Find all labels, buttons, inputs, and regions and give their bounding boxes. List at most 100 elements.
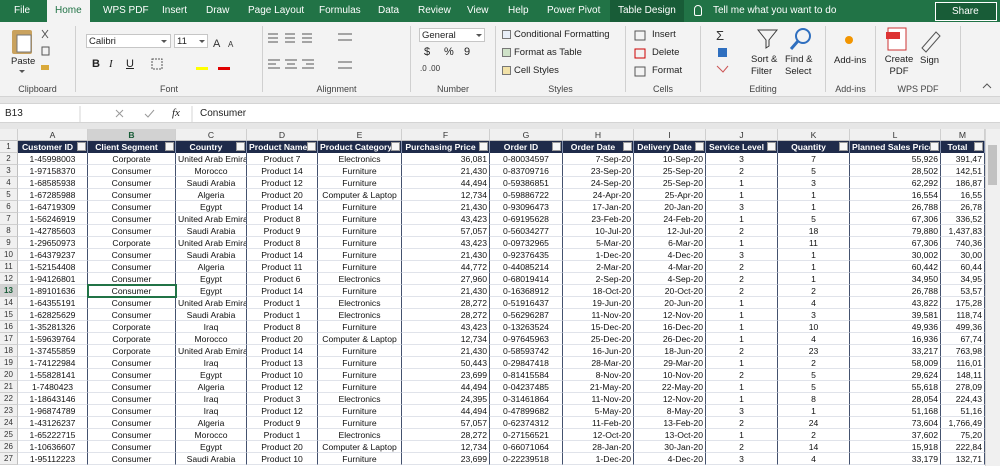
- table-cell[interactable]: Product 9: [247, 417, 318, 429]
- table-cell[interactable]: 16,936: [850, 333, 941, 345]
- table-cell[interactable]: 0-16368912: [490, 285, 563, 297]
- table-cell[interactable]: 16,55: [941, 189, 985, 201]
- create-pdf[interactable]: Create PDF: [884, 54, 914, 77]
- table-cell[interactable]: Corporate: [88, 153, 176, 165]
- table-cell[interactable]: 1: [706, 237, 778, 249]
- table-cell[interactable]: 0-83709716: [490, 165, 563, 177]
- styles-button[interactable]: Conditional Formatting: [514, 29, 610, 40]
- table-cell[interactable]: 3: [706, 453, 778, 465]
- table-cell[interactable]: 1-56246919: [18, 213, 88, 225]
- table-cell[interactable]: 148,11: [941, 369, 985, 381]
- table-cell[interactable]: Product 3: [247, 393, 318, 405]
- table-cell[interactable]: 1-7480423: [18, 381, 88, 393]
- table-cell[interactable]: 5: [778, 165, 850, 177]
- table-cell[interactable]: 1-89101636: [18, 285, 88, 297]
- table-cell[interactable]: 1: [706, 381, 778, 393]
- table-cell[interactable]: 4-Mar-20: [634, 261, 706, 273]
- table-cell[interactable]: 12-Oct-20: [563, 429, 634, 441]
- table-cell[interactable]: 1: [706, 333, 778, 345]
- table-cell[interactable]: 55,618: [850, 381, 941, 393]
- table-cell[interactable]: 0-09732965: [490, 237, 563, 249]
- table-cell[interactable]: 0-51916437: [490, 297, 563, 309]
- table-cell[interactable]: Furniture: [318, 381, 402, 393]
- table-cell[interactable]: Consumer: [88, 393, 176, 405]
- table-cell[interactable]: Corporate: [88, 345, 176, 357]
- cells-button[interactable]: Insert: [652, 29, 676, 40]
- filter-button[interactable]: [767, 142, 776, 151]
- filter-button[interactable]: [930, 142, 939, 151]
- table-cell[interactable]: 24,395: [402, 393, 490, 405]
- table-cell[interactable]: 16,554: [850, 189, 941, 201]
- cells-button[interactable]: Format: [652, 65, 683, 76]
- table-cell[interactable]: 62,292: [850, 177, 941, 189]
- table-cell[interactable]: Algeria: [176, 189, 247, 201]
- table-cell[interactable]: Electronics: [318, 153, 402, 165]
- table-cell[interactable]: Furniture: [318, 249, 402, 261]
- table-cell[interactable]: 23,699: [402, 369, 490, 381]
- table-cell[interactable]: 19-Jun-20: [563, 297, 634, 309]
- table-cell[interactable]: Product 8: [247, 213, 318, 225]
- table-cell[interactable]: Morocco: [176, 333, 247, 345]
- table-cell[interactable]: Product 14: [247, 345, 318, 357]
- ribbon-tab[interactable]: Power Pivot: [547, 5, 601, 16]
- table-cell[interactable]: 14: [778, 441, 850, 453]
- table-cell[interactable]: 43,822: [850, 297, 941, 309]
- table-cell[interactable]: 7-Sep-20: [563, 153, 634, 165]
- ribbon-tab[interactable]: Table Design: [610, 0, 684, 22]
- table-cell[interactable]: Morocco: [176, 429, 247, 441]
- table-cell[interactable]: 21,430: [402, 201, 490, 213]
- styles-button[interactable]: Cell Styles: [514, 65, 559, 76]
- table-cell[interactable]: 0-97645963: [490, 333, 563, 345]
- table-cell[interactable]: Furniture: [318, 417, 402, 429]
- table-cell[interactable]: 1-35281326: [18, 321, 88, 333]
- table-cell[interactable]: 5-May-20: [563, 405, 634, 417]
- table-cell[interactable]: 12-Jul-20: [634, 225, 706, 237]
- table-cell[interactable]: 499,36: [941, 321, 985, 333]
- table-cell[interactable]: 21,430: [402, 345, 490, 357]
- font-style-button[interactable]: I: [109, 58, 113, 70]
- table-cell[interactable]: 1-Dec-20: [563, 453, 634, 465]
- cells-button[interactable]: Delete: [652, 47, 680, 58]
- table-cell[interactable]: Consumer: [88, 453, 176, 465]
- table-cell[interactable]: 0-04237485: [490, 381, 563, 393]
- table-cell[interactable]: Furniture: [318, 285, 402, 297]
- table-cell[interactable]: 0-59386851: [490, 177, 563, 189]
- table-cell[interactable]: 0-22239518: [490, 453, 563, 465]
- styles-button[interactable]: Format as Table: [514, 47, 582, 58]
- table-cell[interactable]: Consumer: [88, 309, 176, 321]
- table-cell[interactable]: 23,699: [402, 453, 490, 465]
- table-cell[interactable]: 1-68585938: [18, 177, 88, 189]
- table-cell[interactable]: 43,423: [402, 321, 490, 333]
- table-cell[interactable]: 1-43126237: [18, 417, 88, 429]
- table-cell[interactable]: United Arab Emirates: [176, 153, 247, 165]
- table-cell[interactable]: 1-52154408: [18, 261, 88, 273]
- table-cell[interactable]: 33,179: [850, 453, 941, 465]
- table-cell[interactable]: 2: [706, 417, 778, 429]
- table-cell[interactable]: Product 8: [247, 237, 318, 249]
- table-cell[interactable]: 13-Feb-20: [634, 417, 706, 429]
- table-cell[interactable]: United Arab Emirates: [176, 345, 247, 357]
- table-cell[interactable]: 73,604: [850, 417, 941, 429]
- table-cell[interactable]: Furniture: [318, 405, 402, 417]
- ribbon-tab[interactable]: File: [14, 5, 31, 16]
- table-cell[interactable]: Egypt: [176, 369, 247, 381]
- table-cell[interactable]: 25-Apr-20: [634, 189, 706, 201]
- table-cell[interactable]: Consumer: [88, 249, 176, 261]
- table-cell[interactable]: 67,306: [850, 213, 941, 225]
- table-cell[interactable]: 5: [778, 213, 850, 225]
- table-cell[interactable]: 3: [706, 153, 778, 165]
- tell-me[interactable]: Tell me what you want to do: [713, 5, 837, 16]
- table-cell[interactable]: 51,168: [850, 405, 941, 417]
- table-cell[interactable]: 24-Feb-20: [634, 213, 706, 225]
- table-cell[interactable]: Computer & Laptop: [318, 333, 402, 345]
- filter-button[interactable]: [839, 142, 848, 151]
- table-cell[interactable]: Consumer: [88, 369, 176, 381]
- table-cell[interactable]: Product 12: [247, 405, 318, 417]
- table-cell[interactable]: 11-Nov-20: [563, 309, 634, 321]
- table-cell[interactable]: 18-Oct-20: [563, 285, 634, 297]
- table-cell[interactable]: Furniture: [318, 225, 402, 237]
- table-cell[interactable]: 1: [706, 393, 778, 405]
- filter-button[interactable]: [236, 142, 245, 151]
- table-cell[interactable]: 1-29650973: [18, 237, 88, 249]
- table-cell[interactable]: 1-64379237: [18, 249, 88, 261]
